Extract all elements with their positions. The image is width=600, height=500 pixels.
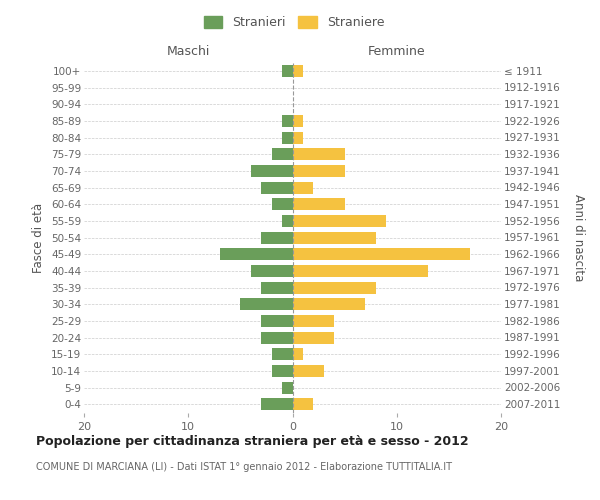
Bar: [293, 215, 386, 227]
Bar: [261, 398, 293, 410]
Legend: Stranieri, Straniere: Stranieri, Straniere: [199, 11, 389, 34]
Text: Femmine: Femmine: [368, 44, 425, 58]
Bar: [293, 148, 344, 160]
Text: Popolazione per cittadinanza straniera per età e sesso - 2012: Popolazione per cittadinanza straniera p…: [36, 435, 469, 448]
Y-axis label: Anni di nascita: Anni di nascita: [572, 194, 584, 281]
Bar: [261, 332, 293, 344]
Text: COMUNE DI MARCIANA (LI) - Dati ISTAT 1° gennaio 2012 - Elaborazione TUTTITALIA.I: COMUNE DI MARCIANA (LI) - Dati ISTAT 1° …: [36, 462, 452, 472]
Bar: [293, 232, 376, 243]
Bar: [293, 198, 344, 210]
Y-axis label: Fasce di età: Fasce di età: [32, 202, 46, 272]
Text: Maschi: Maschi: [167, 44, 210, 58]
Bar: [261, 182, 293, 194]
Bar: [293, 365, 324, 377]
Bar: [282, 132, 293, 143]
Bar: [241, 298, 293, 310]
Bar: [293, 398, 313, 410]
Bar: [293, 298, 365, 310]
Bar: [272, 348, 293, 360]
Bar: [261, 232, 293, 243]
Bar: [251, 165, 293, 177]
Bar: [293, 265, 428, 277]
Bar: [261, 282, 293, 294]
Bar: [261, 315, 293, 327]
Bar: [282, 215, 293, 227]
Bar: [272, 148, 293, 160]
Bar: [293, 348, 303, 360]
Bar: [220, 248, 293, 260]
Bar: [272, 198, 293, 210]
Bar: [293, 165, 344, 177]
Bar: [293, 182, 313, 194]
Bar: [293, 65, 303, 77]
Bar: [293, 315, 334, 327]
Bar: [293, 332, 334, 344]
Bar: [293, 282, 376, 294]
Bar: [282, 115, 293, 127]
Bar: [282, 65, 293, 77]
Bar: [272, 365, 293, 377]
Bar: [293, 248, 470, 260]
Bar: [251, 265, 293, 277]
Bar: [282, 382, 293, 394]
Bar: [293, 132, 303, 143]
Bar: [293, 115, 303, 127]
